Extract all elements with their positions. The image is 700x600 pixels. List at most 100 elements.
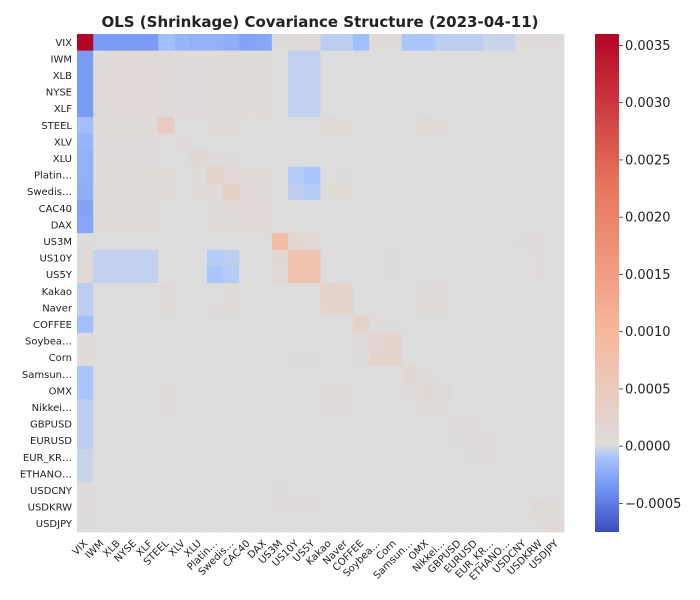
heatmap-cell xyxy=(77,216,94,234)
heatmap-cell xyxy=(336,133,354,151)
heatmap-cell xyxy=(450,349,467,367)
heatmap-cell xyxy=(125,133,143,151)
heatmap-cell xyxy=(336,83,354,101)
heatmap-cell xyxy=(385,366,403,383)
heatmap-cell xyxy=(174,366,192,383)
heatmap-cell xyxy=(239,415,256,433)
heatmap-cell xyxy=(385,498,403,516)
heatmap-cell xyxy=(417,382,435,400)
heatmap-cell xyxy=(125,200,143,217)
heatmap-cell xyxy=(304,183,321,201)
heatmap-cell xyxy=(125,34,143,51)
heatmap-cell xyxy=(336,249,354,267)
heatmap-cell xyxy=(206,349,224,367)
heatmap-cell xyxy=(401,283,419,300)
heatmap-cell xyxy=(109,67,127,85)
heatmap-cell xyxy=(77,332,94,350)
heatmap-cell xyxy=(466,233,484,251)
heatmap-cell xyxy=(206,67,224,85)
heatmap-cell xyxy=(109,515,127,533)
heatmap-cell xyxy=(304,117,321,134)
heatmap-cell xyxy=(255,83,273,101)
heatmap-cell xyxy=(223,249,240,267)
heatmap-cell xyxy=(417,166,435,184)
heatmap-cell xyxy=(482,299,500,317)
heatmap-cell xyxy=(466,382,484,400)
heatmap-cell xyxy=(174,200,192,217)
heatmap-cell xyxy=(288,100,305,118)
heatmap-cell xyxy=(271,183,289,201)
heatmap-cell xyxy=(369,498,386,516)
heatmap-cell xyxy=(401,316,419,334)
heatmap-cell xyxy=(466,332,484,350)
heatmap-cell xyxy=(206,133,224,151)
heatmap-cell xyxy=(125,150,143,168)
heatmap-cell xyxy=(174,34,192,51)
heatmap-cell xyxy=(174,449,192,466)
heatmap-cell xyxy=(271,216,289,234)
heatmap-cell xyxy=(466,100,484,118)
heatmap-cell xyxy=(141,216,159,234)
heatmap-cell xyxy=(434,465,451,483)
heatmap-cell xyxy=(223,133,240,151)
heatmap-cell xyxy=(77,133,94,151)
heatmap-cell xyxy=(547,366,565,383)
heatmap-cell xyxy=(547,100,565,118)
heatmap-cell xyxy=(352,266,370,284)
heatmap-cell xyxy=(141,34,159,51)
heatmap-cell xyxy=(450,166,467,184)
heatmap-cell xyxy=(158,498,175,516)
heatmap-cell xyxy=(499,515,516,533)
colorbar-tick-label: 0.0015 xyxy=(625,268,671,283)
heatmap-cell xyxy=(206,266,224,284)
heatmap-cell xyxy=(466,299,484,317)
heatmap-cell xyxy=(141,498,159,516)
heatmap-cell xyxy=(401,498,419,516)
heatmap-cell xyxy=(515,266,532,284)
heatmap-cell xyxy=(499,316,516,334)
heatmap-cell xyxy=(77,399,94,417)
heatmap-cell xyxy=(93,283,110,300)
heatmap-cell xyxy=(190,349,208,367)
heatmap-cell xyxy=(190,366,208,383)
heatmap-cell xyxy=(417,299,435,317)
heatmap-cell xyxy=(320,283,338,300)
heatmap-cell xyxy=(239,83,256,101)
heatmap-cell xyxy=(434,283,451,300)
heatmap-cell xyxy=(547,150,565,168)
heatmap-cell xyxy=(482,266,500,284)
heatmap-cell xyxy=(206,166,224,184)
heatmap-cell xyxy=(515,166,532,184)
heatmap-cell xyxy=(466,117,484,134)
heatmap-cell xyxy=(466,482,484,500)
heatmap-cell xyxy=(369,366,386,383)
heatmap-cell xyxy=(336,67,354,85)
heatmap-cell xyxy=(190,83,208,101)
heatmap-cell xyxy=(401,50,419,68)
heatmap-cell xyxy=(109,399,127,417)
heatmap-cell xyxy=(515,100,532,118)
y-tick-label: Samsun… xyxy=(22,370,72,381)
heatmap-cell xyxy=(417,399,435,417)
heatmap-cell xyxy=(401,349,419,367)
heatmap-cell xyxy=(109,150,127,168)
heatmap-cell xyxy=(109,266,127,284)
heatmap-cell xyxy=(450,299,467,317)
heatmap-cell xyxy=(288,34,305,51)
heatmap-cell xyxy=(174,100,192,118)
heatmap-cell xyxy=(434,150,451,168)
heatmap-cell xyxy=(482,233,500,251)
heatmap-cell xyxy=(158,183,175,201)
heatmap-cell xyxy=(499,34,516,51)
heatmap-cell xyxy=(304,100,321,118)
heatmap-cell xyxy=(255,34,273,51)
heatmap-cell xyxy=(93,133,110,151)
heatmap-cell xyxy=(320,465,338,483)
heatmap-cell xyxy=(109,50,127,68)
heatmap-cell xyxy=(352,117,370,134)
heatmap-cell xyxy=(158,117,175,134)
heatmap-cell xyxy=(288,200,305,217)
heatmap-cell xyxy=(450,83,467,101)
heatmap-cell xyxy=(401,166,419,184)
heatmap-cell xyxy=(434,249,451,267)
